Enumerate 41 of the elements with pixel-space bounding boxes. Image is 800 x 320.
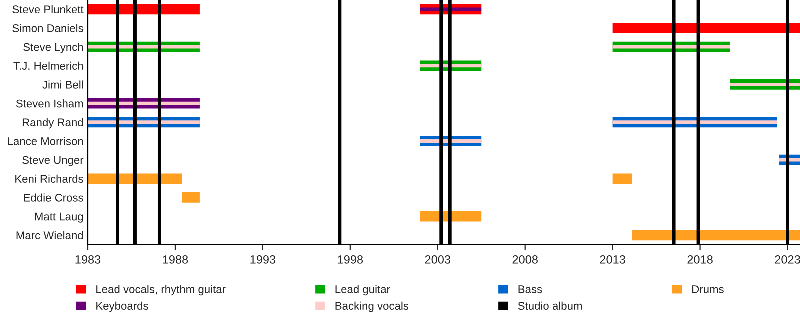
- y-tick-label: Simon Daniels: [12, 24, 84, 32]
- y-tick-label: Jimi Bell: [42, 80, 84, 89]
- y-tick-label: Eddie Cross: [24, 194, 84, 202]
- y-tick-label: T.J. Helmerich: [14, 62, 84, 70]
- x-tick-label: 1988: [163, 256, 188, 264]
- y-tick-label: Keni Richards: [16, 174, 84, 184]
- bar: [88, 120, 200, 124]
- y-tick-label: Marc Wieland: [16, 231, 84, 240]
- y-tick-label: Steve Plunkett: [12, 5, 84, 14]
- legend-label: Studio album: [518, 302, 582, 310]
- bar: [88, 102, 200, 106]
- legend-label: Lead vocals, rhythm guitar: [96, 285, 226, 296]
- x-tick-label: 2008: [512, 256, 538, 264]
- x-tick-label: 2003: [425, 256, 450, 264]
- bar: [88, 45, 200, 49]
- y-tick-label: Steve Lynch: [24, 43, 84, 54]
- y-tick-label: Matt Laug: [35, 212, 84, 223]
- x-tick-label: 2018: [688, 256, 713, 264]
- x-tick-label: 2013: [600, 256, 626, 264]
- bar: [612, 23, 800, 34]
- bar: [88, 174, 182, 184]
- x-tick-label: 1998: [338, 256, 364, 264]
- y-tick-label: Steve Unger: [22, 156, 84, 166]
- x-tick-label: 1983: [76, 256, 101, 264]
- bar: [612, 174, 632, 184]
- bar: [632, 230, 800, 241]
- legend-label: Lead guitar: [336, 285, 390, 296]
- bar: [730, 83, 800, 86]
- bar: [182, 192, 200, 203]
- legend-label: Keyboards: [96, 302, 148, 312]
- y-tick-label: Lance Morrison: [8, 137, 84, 146]
- y-tick-label: Steven Isham: [16, 100, 84, 108]
- y-tick-label: Randy Rand: [22, 118, 84, 129]
- bar: [612, 120, 778, 124]
- x-tick-label: 1993: [250, 256, 276, 264]
- x-tick-label: 2023: [775, 256, 800, 264]
- bar: [88, 4, 200, 15]
- legend-label: Backing vocals: [336, 302, 409, 312]
- bar: [612, 45, 730, 49]
- legend-label: Drums: [692, 286, 724, 294]
- legend-label: Bass: [518, 286, 542, 294]
